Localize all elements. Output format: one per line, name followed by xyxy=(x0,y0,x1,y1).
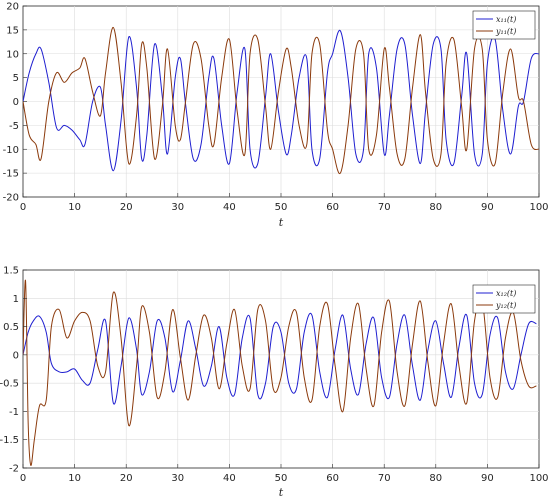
y-tick-label: 10 xyxy=(6,49,19,60)
y-tick-label: -5 xyxy=(9,121,19,132)
x-tick-label: 50 xyxy=(275,202,288,213)
y-tick-label: -2 xyxy=(9,464,19,475)
y-tick-label: 1 xyxy=(13,294,19,305)
legend-label: y₁₂(t) xyxy=(495,301,516,310)
legend-label: y₁₁(t) xyxy=(495,27,516,36)
x-tick-label: 20 xyxy=(120,202,133,213)
y-tick-label: 0 xyxy=(13,97,19,108)
x-tick-label: 60 xyxy=(326,473,339,484)
series-line-y xyxy=(23,26,539,175)
x-tick-label: 0 xyxy=(20,473,26,484)
x-axis-label: t xyxy=(279,486,284,499)
x-tick-label: 30 xyxy=(171,473,184,484)
series-line-x xyxy=(23,312,537,405)
y-tick-label: -1 xyxy=(9,407,19,418)
x-tick-label: 40 xyxy=(223,202,236,213)
x-axis-label: t xyxy=(279,216,284,229)
legend: x₁₁(t) y₁₁(t) xyxy=(472,10,536,40)
legend-label: x₁₂(t) xyxy=(496,289,516,298)
series-line-x xyxy=(23,29,539,172)
x-tick-label: 80 xyxy=(429,202,442,213)
y-tick-label: -20 xyxy=(3,193,19,204)
x-tick-label: 30 xyxy=(171,202,184,213)
x-tick-label: 100 xyxy=(529,202,548,213)
chart-1: 0 10 20 30 40 50 60 70 80 90 100 -20 -15 -10 -5 0 5 10 15 2… xyxy=(3,2,549,230)
x-tick-label: 90 xyxy=(481,202,494,213)
x-tick-label: 90 xyxy=(481,473,494,484)
chart-2: 0 10 20 30 40 50 60 70 80 90 100 -2 -1.5 -1 -0.5 0 0.5 1 1… xyxy=(0,266,549,500)
y-tick-label: 0 xyxy=(13,350,19,361)
legend-label: x₁₁(t) xyxy=(496,15,516,24)
x-tick-label: 0 xyxy=(20,202,26,213)
x-tick-label: 50 xyxy=(275,473,288,484)
y-tick-label: -15 xyxy=(3,169,19,180)
y-tick-label: 15 xyxy=(6,25,19,36)
x-tick-label: 10 xyxy=(68,202,81,213)
x-tick-label: 10 xyxy=(68,473,81,484)
y-tick-label: -1.5 xyxy=(0,435,19,446)
x-tick-label: 80 xyxy=(429,473,442,484)
x-tick-label: 100 xyxy=(529,473,548,484)
x-tick-label: 20 xyxy=(120,473,133,484)
legend-box xyxy=(472,284,536,314)
y-tick-label: -10 xyxy=(3,145,19,156)
x-tick-label: 70 xyxy=(378,473,391,484)
y-tick-label: 0.5 xyxy=(3,322,19,333)
legend-box xyxy=(472,10,536,40)
series-line-y xyxy=(23,279,537,466)
x-tick-label: 40 xyxy=(223,473,236,484)
y-tick-label: 20 xyxy=(6,2,19,13)
x-tick-label: 70 xyxy=(378,202,391,213)
y-tick-label: -0.5 xyxy=(0,379,19,390)
x-tick-label: 60 xyxy=(326,202,339,213)
y-tick-label: 5 xyxy=(13,73,19,84)
y-tick-label: 1.5 xyxy=(3,266,19,277)
legend: x₁₂(t) y₁₂(t) xyxy=(472,284,536,314)
